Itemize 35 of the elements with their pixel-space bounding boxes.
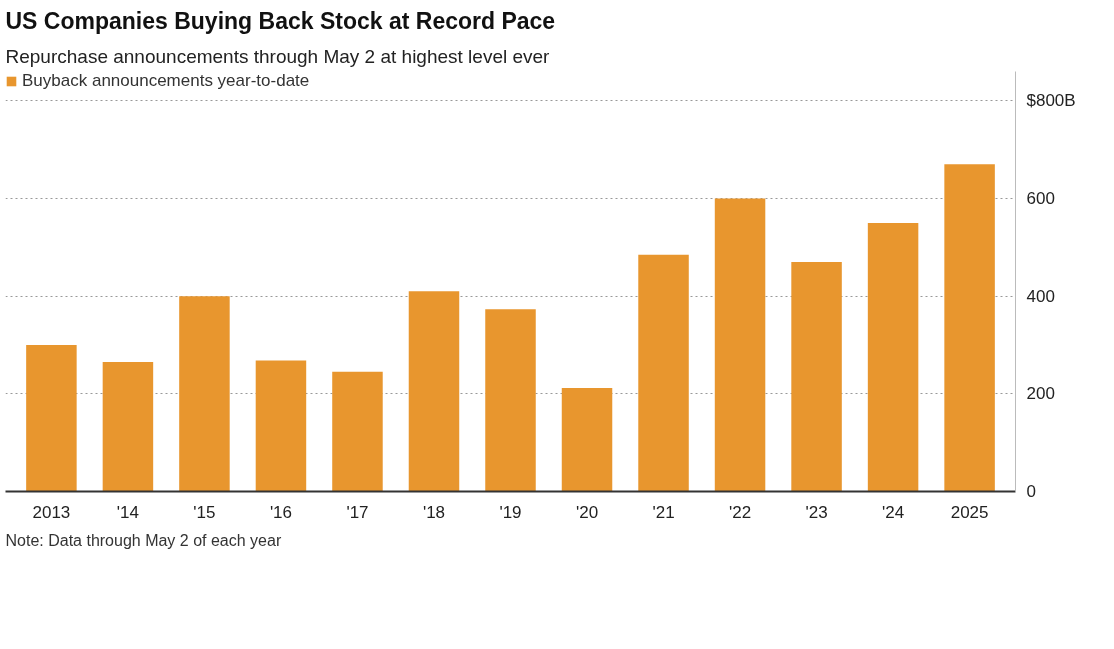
legend-label: Buyback announcements year-to-date bbox=[22, 71, 310, 91]
chart-subtitle: Repurchase announcements through May 2 at highest level ever bbox=[5, 45, 551, 67]
y-tick-label: 0 bbox=[1026, 482, 1036, 501]
x-tick-label: '24 bbox=[882, 502, 905, 522]
bar bbox=[867, 222, 919, 492]
y-tick-label: $800B bbox=[1026, 91, 1076, 111]
bar bbox=[26, 344, 77, 492]
bar bbox=[791, 261, 842, 492]
bar bbox=[638, 254, 689, 492]
y-tick-label: 600 bbox=[1026, 188, 1055, 208]
x-tick-label: 2013 bbox=[32, 502, 71, 522]
bar bbox=[408, 291, 460, 492]
bar bbox=[179, 296, 230, 492]
x-tick-label: '14 bbox=[116, 502, 139, 522]
bar bbox=[255, 360, 307, 492]
x-tick-label: '17 bbox=[346, 502, 369, 522]
bar bbox=[714, 198, 766, 492]
x-tick-label: '23 bbox=[805, 502, 828, 522]
chart-title: US Companies Buying Back Stock at Record Pace bbox=[5, 7, 556, 34]
x-tick-label: '15 bbox=[193, 502, 216, 522]
x-tick-label: '22 bbox=[728, 502, 752, 522]
bar bbox=[332, 371, 383, 492]
x-tick-label: '21 bbox=[652, 502, 675, 522]
x-tick-label: 2025 bbox=[950, 502, 989, 522]
x-tick-label: '20 bbox=[575, 502, 599, 522]
x-tick-label: '19 bbox=[499, 502, 522, 522]
y-tick-label: 400 bbox=[1026, 286, 1055, 306]
bar bbox=[485, 309, 536, 492]
bar bbox=[561, 387, 613, 492]
x-tick-label: '18 bbox=[422, 502, 446, 522]
x-tick-label: '16 bbox=[269, 502, 293, 522]
bar bbox=[944, 164, 995, 492]
bar bbox=[102, 362, 154, 492]
text: Note: Data through May 2 of each year bbox=[5, 531, 282, 549]
y-tick-label: 200 bbox=[1026, 384, 1055, 404]
